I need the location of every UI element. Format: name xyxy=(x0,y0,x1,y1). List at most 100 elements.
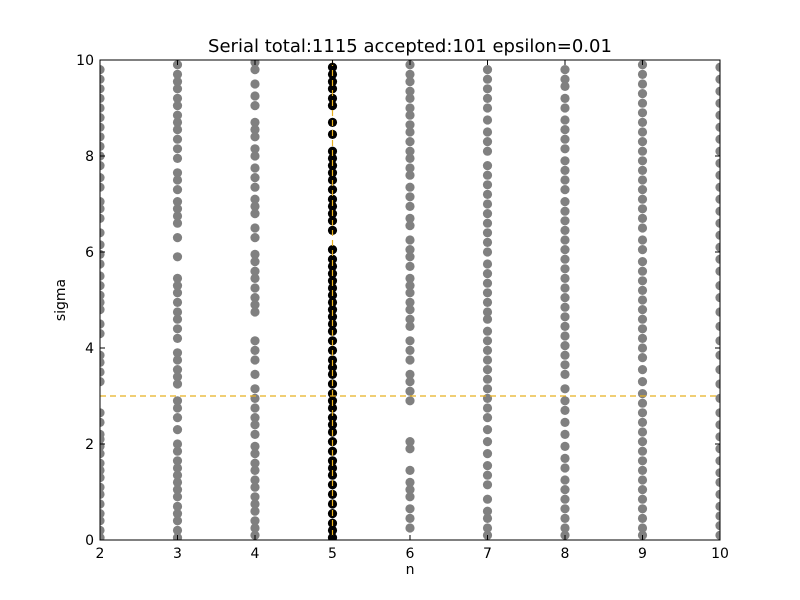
data-point xyxy=(560,384,570,394)
data-point xyxy=(637,223,648,233)
data-point xyxy=(637,494,648,504)
data-point xyxy=(100,305,105,315)
data-point xyxy=(100,113,105,123)
data-point xyxy=(405,305,415,315)
data-point xyxy=(405,146,415,156)
data-point xyxy=(327,413,338,423)
y-tick-label: 10 xyxy=(76,53,94,69)
data-point xyxy=(637,89,648,99)
data-point xyxy=(560,523,570,533)
data-point xyxy=(172,252,183,262)
data-point xyxy=(637,377,648,387)
data-point xyxy=(172,204,183,214)
data-point xyxy=(560,81,570,91)
data-point xyxy=(560,273,570,283)
data-point xyxy=(482,218,493,228)
data-point xyxy=(172,144,183,154)
data-point xyxy=(172,273,183,283)
data-point xyxy=(405,465,415,475)
data-point xyxy=(560,485,570,495)
data-point xyxy=(482,345,493,355)
data-point xyxy=(172,125,183,135)
data-point xyxy=(405,386,415,396)
data-point xyxy=(560,396,570,406)
data-point xyxy=(100,93,105,103)
data-point xyxy=(715,501,720,511)
reference-lines xyxy=(100,60,720,540)
data-point xyxy=(405,192,415,202)
data-point xyxy=(560,360,570,370)
data-point xyxy=(405,77,415,87)
data-point xyxy=(637,79,648,89)
data-point xyxy=(482,199,493,209)
data-point xyxy=(327,245,338,255)
data-point xyxy=(172,348,183,358)
data-point xyxy=(482,506,493,516)
data-point xyxy=(482,365,493,375)
data-point xyxy=(405,477,415,487)
data-point xyxy=(560,216,570,226)
data-point xyxy=(405,504,415,514)
data-point xyxy=(172,501,183,511)
data-point xyxy=(250,273,260,283)
data-point xyxy=(560,134,570,144)
data-point xyxy=(405,396,415,406)
data-point xyxy=(482,425,493,435)
data-point xyxy=(637,69,648,79)
data-point xyxy=(482,403,493,413)
data-point xyxy=(482,355,493,365)
data-point xyxy=(715,336,720,346)
data-point xyxy=(405,345,415,355)
data-point xyxy=(637,266,648,276)
data-point xyxy=(405,213,415,223)
data-point xyxy=(250,151,260,161)
data-point xyxy=(250,283,260,293)
data-point xyxy=(482,74,493,84)
data-point xyxy=(560,312,570,322)
data-point xyxy=(405,273,415,283)
data-point xyxy=(327,62,338,72)
x-tick-label: 5 xyxy=(328,546,337,562)
data-point xyxy=(100,103,105,113)
data-point xyxy=(715,74,720,84)
data-point xyxy=(405,252,415,262)
data-point xyxy=(172,413,183,423)
data-point xyxy=(715,468,720,478)
data-point xyxy=(250,209,260,219)
data-point xyxy=(100,525,105,535)
y-axis-label: sigma xyxy=(53,279,69,321)
data-point xyxy=(637,389,648,399)
data-point xyxy=(637,185,648,195)
data-point xyxy=(250,132,260,142)
data-point xyxy=(250,173,260,183)
data-point xyxy=(327,403,338,413)
data-point xyxy=(637,213,648,223)
data-point xyxy=(250,223,260,233)
data-point xyxy=(172,134,183,144)
data-point xyxy=(637,427,648,437)
data-point xyxy=(100,259,105,269)
data-point xyxy=(482,314,493,324)
data-point xyxy=(715,420,720,430)
data-point xyxy=(250,506,260,516)
data-point xyxy=(405,297,415,307)
data-point xyxy=(172,233,183,243)
x-axis-label: n xyxy=(406,562,415,578)
data-point xyxy=(560,293,570,303)
data-point xyxy=(172,463,183,473)
data-point xyxy=(715,393,720,403)
data-point xyxy=(715,456,720,466)
data-point xyxy=(715,530,720,540)
data-point xyxy=(482,189,493,199)
data-point xyxy=(482,437,493,447)
data-point xyxy=(250,266,260,276)
data-point xyxy=(172,470,183,480)
data-point xyxy=(637,235,648,245)
data-point xyxy=(172,525,183,536)
data-point xyxy=(715,379,720,389)
data-point xyxy=(715,98,720,108)
y-tick-label: 6 xyxy=(85,245,94,261)
data-point xyxy=(482,393,493,403)
